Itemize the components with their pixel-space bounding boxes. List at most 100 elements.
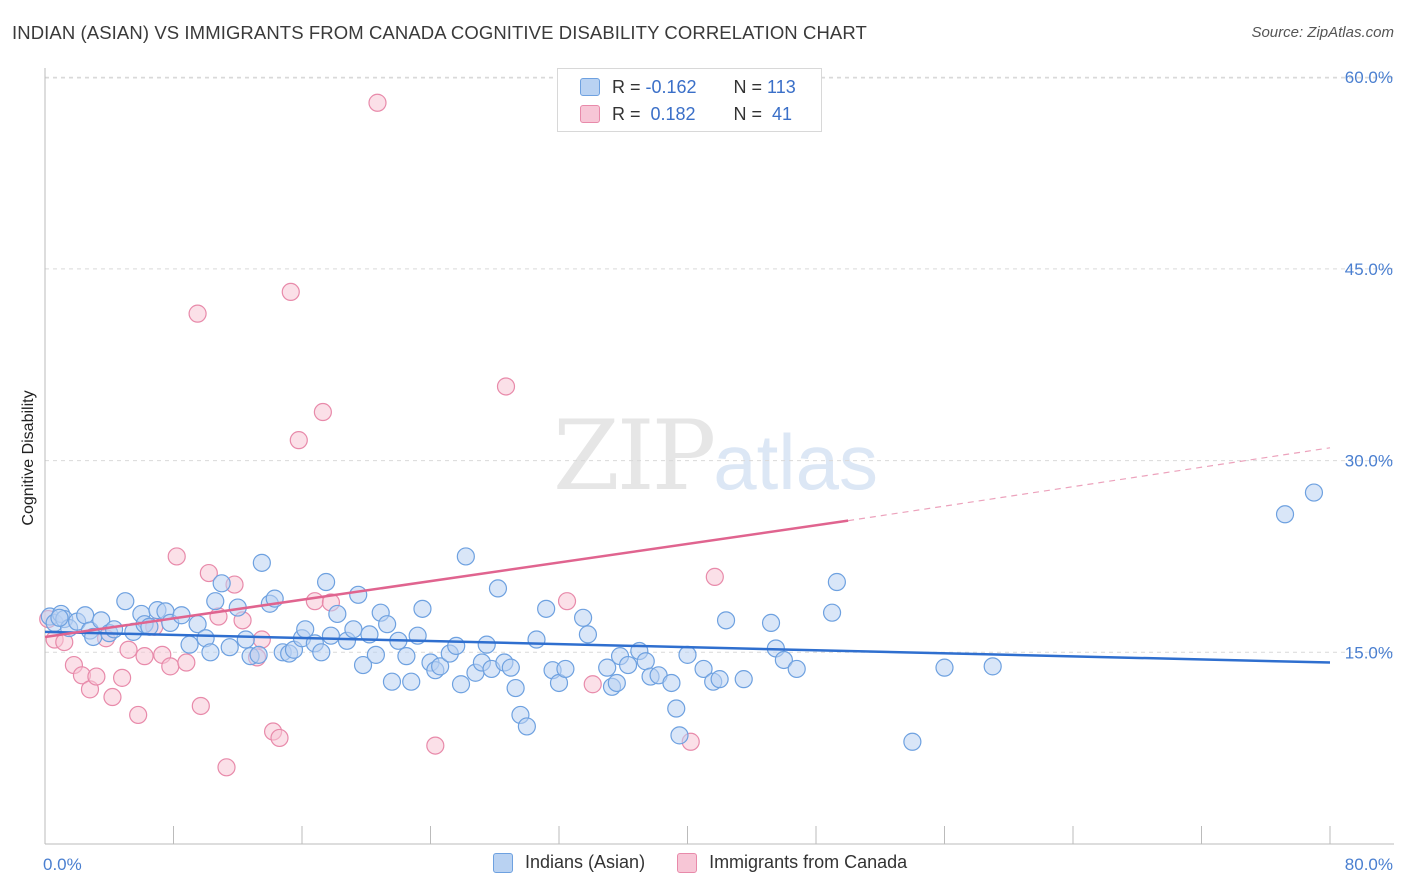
data-point-canada: [167, 547, 186, 566]
legend-n-label: N =: [733, 76, 768, 97]
data-point-canada: [705, 567, 724, 586]
x-tick-label: 0.0%: [43, 855, 82, 874]
data-point-indians: [456, 547, 475, 566]
data-point-indians: [402, 672, 421, 691]
legend-r-value: -0.162: [645, 76, 697, 97]
data-point-canada: [188, 304, 207, 323]
data-point-indians: [667, 699, 686, 718]
data-point-indians: [349, 585, 368, 604]
y-tick-label: 60.0%: [1345, 68, 1393, 87]
data-point-indians: [328, 604, 347, 624]
data-point-indians: [734, 670, 753, 689]
data-point-indians: [206, 592, 225, 611]
data-point-canada: [496, 377, 516, 396]
trend-line-indians: [44, 630, 1331, 664]
axes: [44, 68, 1394, 845]
data-point-indians: [451, 675, 471, 694]
data-point-indians: [76, 606, 95, 625]
trend-line-canada: [44, 519, 849, 639]
trend-lines: [44, 447, 1331, 664]
data-point-indians: [104, 620, 124, 639]
data-point-indians: [477, 635, 496, 654]
data-point-indians: [180, 635, 199, 654]
data-point-indians: [316, 572, 336, 592]
legend-row-canada: R = 0.182 N = 41: [580, 102, 792, 126]
legend-item-canada: Immigrants from Canada: [677, 852, 907, 873]
y-tick-label: 30.0%: [1345, 452, 1393, 471]
data-point-canada: [119, 640, 138, 659]
data-point-indians: [578, 625, 598, 644]
data-point-canada: [199, 563, 218, 583]
data-point-indians: [1275, 505, 1295, 524]
data-point-indians: [50, 608, 69, 627]
legend-swatch-pink: [677, 852, 698, 873]
data-point-indians: [556, 659, 575, 679]
data-point-indians: [116, 592, 135, 611]
legend-swatch-pink: [580, 105, 600, 123]
legend-item-indians: Indians (Asian): [493, 852, 645, 873]
legend-n-value: 41: [767, 103, 793, 124]
data-point-indians: [678, 645, 697, 664]
data-point-canada: [313, 402, 332, 422]
series-indians-asian: [40, 483, 1324, 751]
data-point-indians: [618, 655, 638, 675]
legend-n-value: 113: [767, 76, 796, 97]
x-tick-label: 80.0%: [1345, 855, 1393, 874]
data-point-canada: [305, 592, 324, 611]
legend-n-label: N =: [733, 103, 768, 124]
data-point-indians: [1304, 483, 1324, 502]
data-point-canada: [252, 630, 271, 649]
gridlines: [45, 76, 1394, 653]
data-point-canada: [281, 282, 300, 302]
data-point-indians: [447, 636, 466, 656]
data-point-indians: [431, 657, 450, 676]
data-point-canada: [135, 647, 154, 666]
data-point-indians: [787, 659, 806, 679]
data-point-indians: [212, 574, 231, 593]
data-point-indians: [827, 572, 846, 592]
legend-row-indians: R = -0.162 N = 113: [580, 75, 796, 99]
legend-label-canada: Immigrants from Canada: [709, 852, 908, 872]
data-point-indians: [397, 647, 416, 666]
data-point-indians: [382, 672, 402, 691]
correlation-legend: R = -0.162 N = 113 R = 0.182 N = 41: [557, 68, 822, 132]
data-point-canada: [161, 657, 180, 676]
data-point-canada: [557, 592, 577, 611]
data-point-indians: [220, 638, 239, 657]
trend-line-canada-extension: [848, 447, 1331, 522]
watermark-zip: ZIP: [553, 400, 716, 512]
data-point-indians: [413, 599, 432, 618]
data-point-indians: [903, 732, 922, 751]
data-point-canada: [426, 736, 445, 755]
data-point-canada: [368, 93, 387, 112]
series-immigrants-from-canada: [39, 93, 724, 777]
data-point-indians: [636, 652, 655, 671]
tick-labels: 15.0% 30.0% 45.0% 60.0% 0.0% 80.0%: [43, 68, 1393, 874]
data-point-indians: [344, 620, 363, 639]
data-point-indians: [662, 673, 681, 693]
data-point-canada: [112, 668, 132, 687]
chart-title: INDIAN (ASIAN) VS IMMIGRANTS FROM CANADA…: [12, 22, 867, 43]
data-point-canada: [289, 431, 308, 450]
data-point-indians: [252, 553, 271, 572]
data-point-indians: [822, 603, 842, 622]
data-point-indians: [935, 658, 954, 677]
data-point-canada: [217, 758, 236, 777]
data-point-indians: [506, 678, 525, 698]
data-point-indians: [983, 657, 1002, 676]
legend-label-indians: Indians (Asian): [525, 852, 646, 872]
data-point-indians: [716, 611, 736, 630]
data-point-indians: [501, 658, 520, 677]
legend-r-label: R =: [612, 76, 646, 97]
watermark-atlas: atlas: [713, 418, 878, 506]
data-point-indians: [670, 726, 689, 745]
data-point-indians: [537, 599, 556, 618]
data-point-canada: [191, 696, 210, 716]
data-point-indians: [201, 643, 220, 662]
data-point-indians: [312, 643, 331, 662]
data-point-indians: [527, 630, 546, 649]
data-point-indians: [607, 673, 626, 693]
legend-r-value: 0.182: [645, 103, 696, 124]
data-point-indians: [710, 670, 729, 689]
